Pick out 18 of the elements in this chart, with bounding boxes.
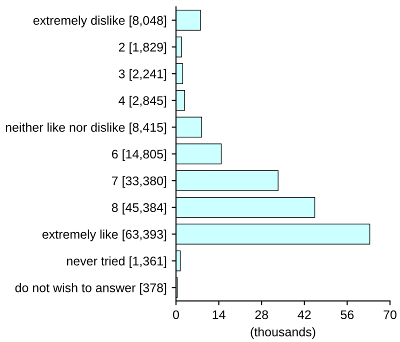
y-tick-label: extremely dislike [8,048]	[33, 16, 166, 28]
y-tick-label: 2 [1,829]	[118, 42, 166, 54]
y-tick-label: never tried [1,361]	[67, 256, 166, 268]
x-tick-label: 70	[384, 310, 396, 320]
y-tick-label: neither like nor dislike [8,415]	[6, 122, 166, 134]
x-tick-label: 42	[298, 310, 311, 320]
y-tick-label: 3 [2,241]	[118, 69, 166, 81]
y-tick-label: 8 [45,384]	[112, 202, 166, 214]
y-tick-label: 6 [14,805]	[112, 149, 166, 162]
x-tick-label: 28	[255, 310, 268, 320]
y-tick-label: 7 [33,380]	[112, 176, 166, 188]
x-tick-label: 14	[212, 310, 226, 320]
y-tick-label: do not wish to answer [378]	[15, 283, 166, 295]
y-tick-label: 4 [2,845]	[118, 96, 166, 108]
x-tick-label: 0	[173, 310, 179, 320]
x-axis-title: (thousands)	[250, 327, 316, 339]
y-tick-label: extremely like [63,393]	[42, 230, 166, 242]
x-tick-label: 56	[340, 310, 354, 320]
